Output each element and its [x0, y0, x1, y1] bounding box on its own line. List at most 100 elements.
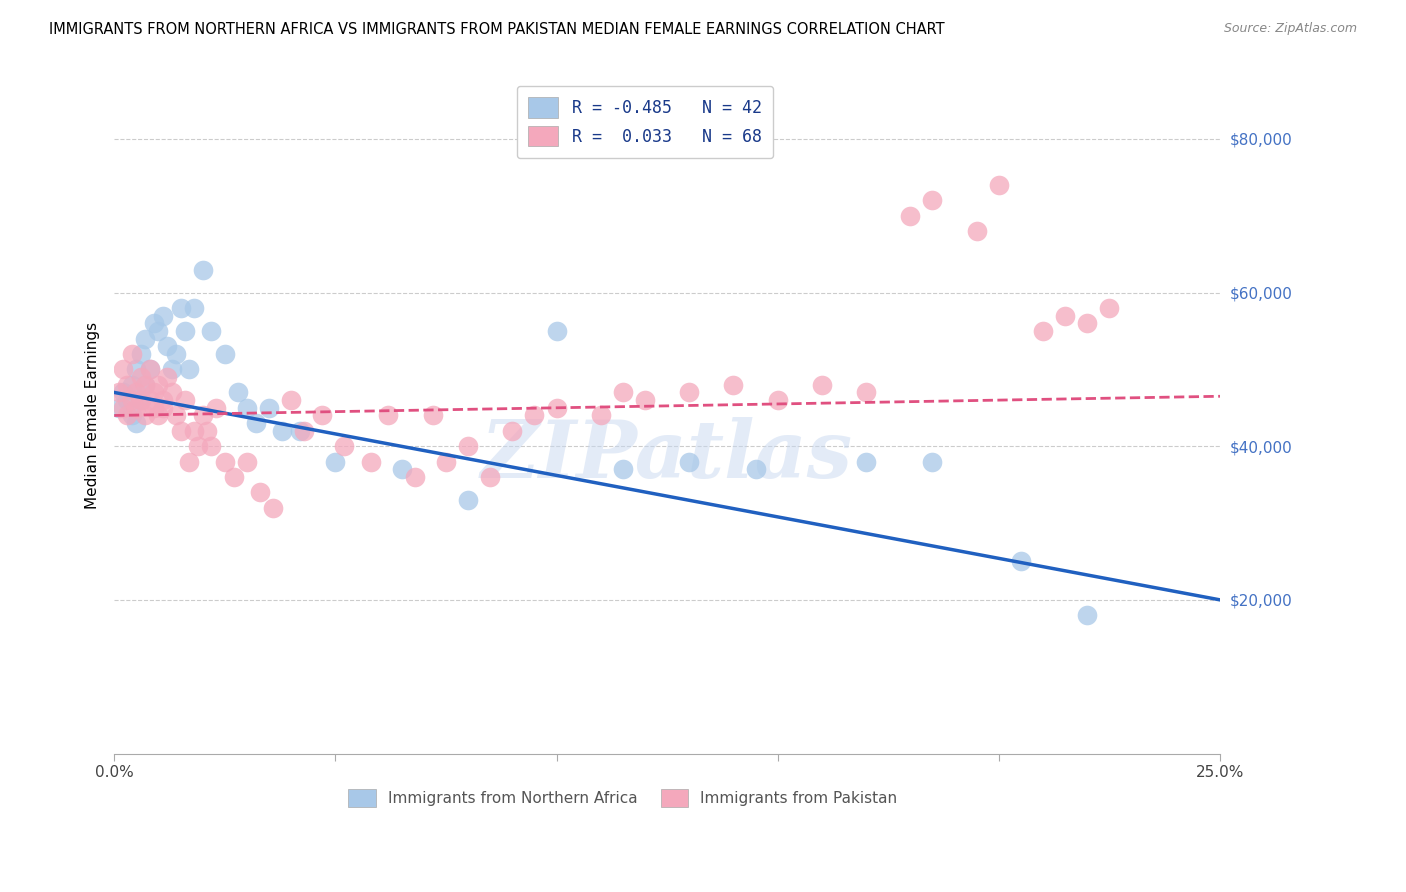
- Point: [1054, 309, 1077, 323]
- Point: [125, 362, 148, 376]
- Point: [546, 401, 568, 415]
- Point: [288, 424, 311, 438]
- Point: [766, 393, 789, 408]
- Point: [589, 409, 612, 423]
- Point: [325, 454, 347, 468]
- Point: [152, 393, 174, 408]
- Point: [501, 424, 523, 438]
- Text: IMMIGRANTS FROM NORTHERN AFRICA VS IMMIGRANTS FROM PAKISTAN MEDIAN FEMALE EARNIN: IMMIGRANTS FROM NORTHERN AFRICA VS IMMIG…: [49, 22, 945, 37]
- Point: [311, 409, 333, 423]
- Point: [222, 470, 245, 484]
- Point: [117, 409, 139, 423]
- Y-axis label: Median Female Earnings: Median Female Earnings: [86, 322, 100, 509]
- Point: [174, 393, 197, 408]
- Point: [377, 409, 399, 423]
- Point: [404, 470, 426, 484]
- Point: [333, 439, 356, 453]
- Point: [987, 178, 1010, 192]
- Legend: Immigrants from Northern Africa, Immigrants from Pakistan: Immigrants from Northern Africa, Immigra…: [342, 782, 904, 814]
- Point: [138, 362, 160, 376]
- Point: [125, 416, 148, 430]
- Point: [257, 401, 280, 415]
- Point: [292, 424, 315, 438]
- Point: [117, 393, 139, 408]
- Point: [112, 401, 135, 415]
- Point: [422, 409, 444, 423]
- Point: [134, 377, 156, 392]
- Point: [107, 385, 129, 400]
- Point: [129, 393, 152, 408]
- Point: [1010, 554, 1032, 568]
- Point: [169, 424, 191, 438]
- Point: [195, 424, 218, 438]
- Point: [152, 309, 174, 323]
- Point: [134, 377, 156, 392]
- Point: [179, 454, 201, 468]
- Point: [271, 424, 294, 438]
- Point: [898, 209, 921, 223]
- Point: [855, 454, 877, 468]
- Point: [183, 301, 205, 315]
- Point: [152, 401, 174, 415]
- Point: [148, 324, 170, 338]
- Point: [966, 224, 988, 238]
- Point: [191, 262, 214, 277]
- Point: [855, 385, 877, 400]
- Point: [200, 439, 222, 453]
- Point: [134, 332, 156, 346]
- Point: [236, 454, 259, 468]
- Point: [174, 324, 197, 338]
- Point: [138, 393, 160, 408]
- Point: [434, 454, 457, 468]
- Point: [125, 401, 148, 415]
- Point: [134, 409, 156, 423]
- Point: [121, 347, 143, 361]
- Point: [1098, 301, 1121, 315]
- Point: [129, 347, 152, 361]
- Point: [125, 385, 148, 400]
- Text: ZIPatlas: ZIPatlas: [481, 417, 853, 495]
- Point: [479, 470, 502, 484]
- Point: [280, 393, 302, 408]
- Point: [165, 347, 187, 361]
- Point: [107, 401, 129, 415]
- Point: [129, 393, 152, 408]
- Text: Source: ZipAtlas.com: Source: ZipAtlas.com: [1223, 22, 1357, 36]
- Point: [249, 485, 271, 500]
- Point: [360, 454, 382, 468]
- Point: [143, 316, 166, 330]
- Point: [191, 409, 214, 423]
- Point: [678, 454, 700, 468]
- Point: [546, 324, 568, 338]
- Point: [1076, 316, 1098, 330]
- Point: [121, 393, 143, 408]
- Point: [678, 385, 700, 400]
- Point: [1076, 608, 1098, 623]
- Point: [1032, 324, 1054, 338]
- Point: [226, 385, 249, 400]
- Point: [156, 370, 179, 384]
- Point: [921, 454, 943, 468]
- Point: [457, 493, 479, 508]
- Point: [183, 424, 205, 438]
- Point: [214, 454, 236, 468]
- Point: [634, 393, 657, 408]
- Point: [148, 377, 170, 392]
- Point: [391, 462, 413, 476]
- Point: [612, 462, 634, 476]
- Point: [160, 362, 183, 376]
- Point: [200, 324, 222, 338]
- Point: [138, 362, 160, 376]
- Point: [169, 301, 191, 315]
- Point: [117, 377, 139, 392]
- Point: [143, 401, 166, 415]
- Point: [214, 347, 236, 361]
- Point: [187, 439, 209, 453]
- Point: [744, 462, 766, 476]
- Point: [723, 377, 745, 392]
- Point: [156, 339, 179, 353]
- Point: [179, 362, 201, 376]
- Point: [811, 377, 834, 392]
- Point: [143, 385, 166, 400]
- Point: [205, 401, 228, 415]
